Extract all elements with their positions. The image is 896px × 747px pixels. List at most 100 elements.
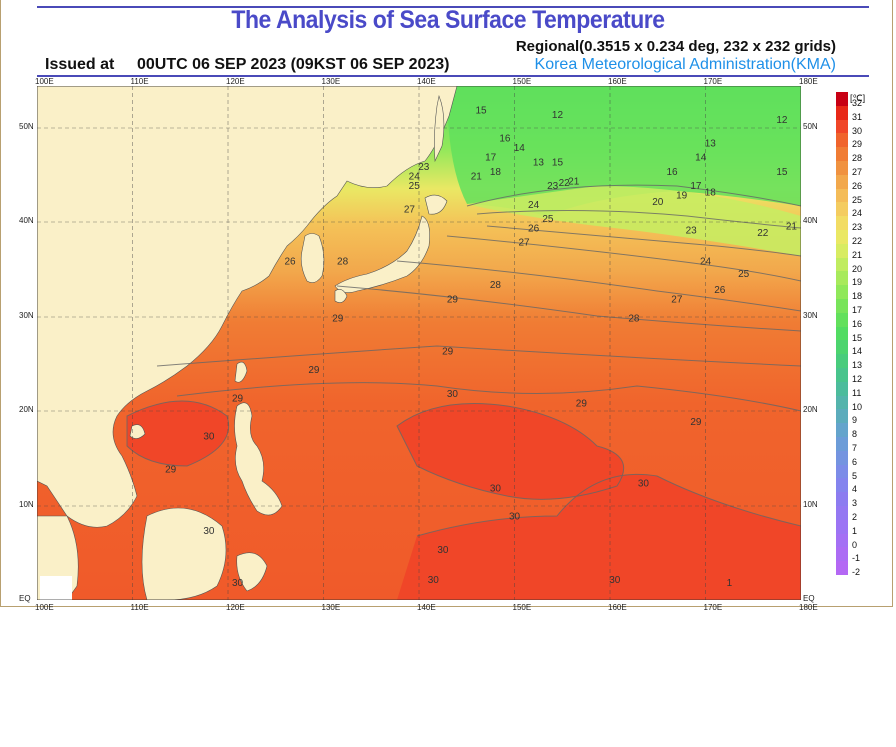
contour-label: 21 xyxy=(471,172,483,183)
lon-label: 170E xyxy=(703,77,723,86)
lat-label: 30N xyxy=(803,310,818,320)
contour-label: 17 xyxy=(690,181,702,192)
asia-mainland xyxy=(37,86,458,528)
lon-label: 120E xyxy=(226,603,245,612)
contour-label: 29 xyxy=(332,313,344,324)
borneo xyxy=(141,507,227,600)
contour-label: 19 xyxy=(676,190,688,201)
colorbar-label: 4 xyxy=(852,484,858,495)
taiwan xyxy=(234,361,248,383)
contour-label: 20 xyxy=(652,197,664,208)
lat-label: 50N xyxy=(803,121,818,131)
colorbar-label: 28 xyxy=(852,153,863,164)
page-title: The Analysis of Sea Surface Temperature xyxy=(231,6,665,34)
contour-label: 30 xyxy=(203,431,215,442)
colorbar-cell xyxy=(836,147,848,161)
agency-name: Korea Meteorological Administration(KMA) xyxy=(534,56,836,73)
lon-label: 170E xyxy=(703,603,723,612)
contour-label: 29 xyxy=(165,464,177,475)
colorbar-cell xyxy=(836,492,848,506)
contour-label: 23 xyxy=(686,225,698,236)
issued-label: Issued at xyxy=(45,56,115,73)
colorbar-cell xyxy=(836,478,848,493)
colorbar-cell xyxy=(836,423,848,437)
contour-label: 15 xyxy=(476,105,488,116)
contour-label: 18 xyxy=(705,188,717,199)
contour-label: 13 xyxy=(705,138,717,149)
contour-label: 22 xyxy=(757,228,769,239)
colorbar-label: 0 xyxy=(852,539,858,550)
sakhalin xyxy=(434,94,445,163)
colorbar-label: 1 xyxy=(852,525,858,536)
contour-label: 1 xyxy=(727,578,733,589)
contour-label: 29 xyxy=(232,394,244,405)
colorbar-cell xyxy=(836,202,848,217)
warm-pool-south xyxy=(397,474,801,600)
lon-label: 140E xyxy=(417,77,436,86)
lon-label: 120E xyxy=(226,77,245,86)
graticule xyxy=(37,86,801,600)
transition-band xyxy=(467,186,801,256)
colorbar-label: 13 xyxy=(852,360,863,371)
sulawesi xyxy=(236,552,268,592)
lon-label: 100E xyxy=(35,603,54,612)
colorbar-cell xyxy=(836,326,848,341)
contour-label: 29 xyxy=(690,417,702,428)
colorbar-cell xyxy=(836,174,848,189)
colorbar-cell xyxy=(836,92,848,106)
contour-label: 24 xyxy=(528,200,540,211)
colorbar-label: 9 xyxy=(852,415,858,426)
contour-label: 22 xyxy=(559,178,571,189)
colorbar-cell xyxy=(836,450,848,465)
contour-label: 30 xyxy=(638,479,650,490)
lat-label: 20N xyxy=(803,405,818,415)
contour-label: 30 xyxy=(609,575,621,586)
colorbar-cell xyxy=(836,367,848,382)
lon-label: 180E xyxy=(799,603,818,612)
lon-label: 110E xyxy=(130,77,149,86)
colorbar-cell xyxy=(836,519,848,534)
title-rule-bottom xyxy=(37,75,869,77)
colorbar-cell xyxy=(836,298,848,313)
colorbar-label: 7 xyxy=(852,443,858,453)
contour-label: 28 xyxy=(337,257,349,268)
lat-label: 30N xyxy=(19,310,34,320)
colorbar-cell xyxy=(836,105,848,120)
colorbar-cell xyxy=(836,257,848,272)
lat-label: 40N xyxy=(19,216,34,226)
contour-label: 25 xyxy=(409,181,421,192)
contour-label: 16 xyxy=(667,167,679,178)
colorbar-cell xyxy=(836,561,848,575)
missing-data-patch xyxy=(40,576,72,600)
colorbar-label: 8 xyxy=(852,429,858,440)
colorbar-label: 18 xyxy=(852,291,863,302)
lon-label: 150E xyxy=(512,603,532,612)
isotherms xyxy=(126,184,801,537)
contour-label: 30 xyxy=(447,389,459,400)
colorbar-cell xyxy=(836,395,848,410)
contour-label: 30 xyxy=(428,575,440,586)
contour-label: 21 xyxy=(786,222,798,233)
contour-label: 29 xyxy=(447,294,459,305)
contour-label: 16 xyxy=(499,134,511,145)
contour-label: 29 xyxy=(576,398,588,409)
contour-label: 25 xyxy=(738,269,750,280)
contour-label: 14 xyxy=(514,143,526,154)
contour-label: 23 xyxy=(418,162,430,173)
colorbar-cell xyxy=(836,216,848,230)
colorbar-label: 19 xyxy=(852,277,863,288)
contour-label: 24 xyxy=(409,172,421,183)
contour-label: 27 xyxy=(518,238,530,249)
warm-pool-central xyxy=(397,403,624,500)
colorbar-label: 15 xyxy=(852,332,863,343)
contour-label: 27 xyxy=(671,294,683,305)
colorbar-label: 2 xyxy=(852,512,858,522)
colorbar-label: 23 xyxy=(852,222,863,233)
lat-label: 10N xyxy=(803,499,818,509)
colorbar-cell xyxy=(836,381,848,396)
contour-label: 30 xyxy=(232,578,244,589)
warm-pool-scs xyxy=(127,401,229,466)
lon-label: 110E xyxy=(130,603,149,612)
